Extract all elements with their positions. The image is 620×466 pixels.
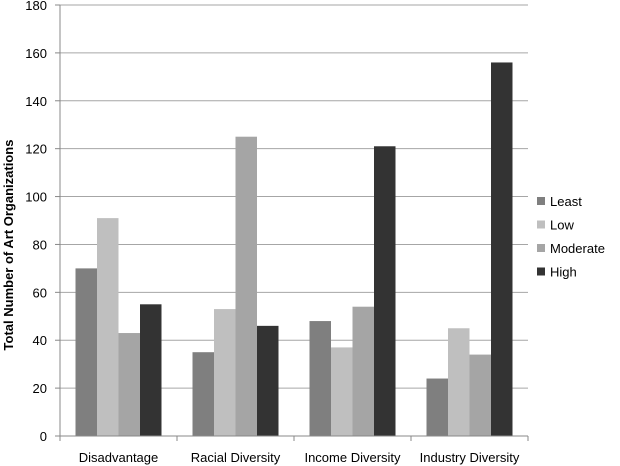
legend-swatch-least — [537, 197, 545, 205]
y-tick-label: 20 — [33, 381, 47, 396]
legend-label-low: Low — [550, 218, 574, 233]
legend-label-moderate: Moderate — [550, 241, 605, 256]
legend-label-high: High — [550, 265, 577, 280]
bar-least — [426, 378, 448, 436]
legend: Least Low Moderate High — [537, 194, 605, 280]
x-axis-ticks: Disadvantage Racial Diversity Income Diver… — [59, 436, 529, 465]
bar-low — [331, 347, 353, 436]
x-tick-label: Industry Diversity — [420, 450, 520, 465]
bar-high — [257, 325, 279, 436]
y-tick-label: 80 — [33, 237, 47, 252]
legend-swatch-high — [537, 267, 545, 276]
y-tick-label: 100 — [25, 190, 47, 205]
y-tick-label: 180 — [25, 0, 47, 13]
bar-low — [448, 328, 470, 436]
y-axis-label: Total Number of Art Organizations — [1, 140, 16, 351]
y-tick-label: 140 — [25, 94, 47, 109]
bar-low — [97, 218, 119, 436]
bar-high — [140, 304, 162, 436]
y-axis-ticks: 0 20 40 60 80 100 120 140 160 180 — [25, 0, 60, 444]
bar-high — [491, 62, 513, 436]
y-tick-label: 120 — [25, 142, 47, 157]
bar-least — [309, 321, 331, 436]
bar-least — [75, 268, 97, 436]
bar-high — [374, 146, 396, 436]
bars — [75, 62, 513, 436]
bar-moderate — [352, 306, 374, 436]
bar-moderate — [118, 333, 140, 436]
bar-moderate — [469, 354, 491, 436]
y-tick-label: 160 — [25, 46, 47, 61]
x-tick-label: Income Diversity — [304, 450, 401, 465]
x-tick-label: Disadvantage — [79, 450, 159, 465]
bar-least — [192, 352, 214, 436]
y-tick-label: 60 — [33, 285, 47, 300]
legend-swatch-moderate — [537, 244, 545, 252]
legend-swatch-low — [537, 220, 545, 229]
legend-label-least: Least — [550, 194, 582, 209]
y-tick-label: 40 — [33, 333, 47, 348]
y-tick-label: 0 — [40, 429, 47, 444]
bar-moderate — [235, 136, 257, 436]
bar-low — [214, 309, 236, 436]
x-tick-label: Racial Diversity — [191, 450, 281, 465]
